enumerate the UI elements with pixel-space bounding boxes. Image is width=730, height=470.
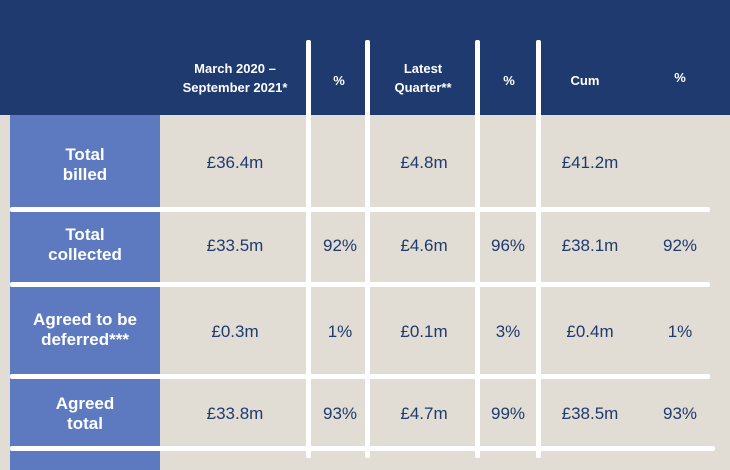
table-cell: £0.4m: [566, 322, 614, 341]
row-label-column: [10, 115, 160, 470]
row-divider: [10, 374, 710, 379]
table-cell: 3%: [495, 322, 521, 341]
header-cumulative: Cum: [570, 72, 600, 88]
column-divider: [475, 40, 480, 458]
row-divider: [10, 282, 710, 287]
row-label-total-collected: Total collected: [48, 225, 122, 264]
row-divider: [10, 207, 710, 212]
table-cell: [478, 115, 538, 210]
table-cell: 99%: [490, 404, 526, 423]
row-divider: [10, 446, 715, 451]
table-cell: £38.5m: [561, 404, 619, 423]
table-cell: £0.1m: [400, 322, 448, 341]
table-cell: £4.8m: [400, 152, 448, 172]
header-cumulative-percent: %: [674, 70, 686, 85]
table-cell: £41.2m: [561, 152, 619, 172]
table-cell: 96%: [490, 236, 526, 255]
table-cell: [310, 115, 370, 210]
table-cell: £36.4m: [206, 152, 264, 172]
column-divider: [306, 40, 311, 458]
column-divider: [536, 40, 541, 458]
header-latest-quarter-percent: %: [503, 72, 515, 88]
row-label-agreed-total: Agreed total: [55, 394, 115, 433]
table-cell: £33.8m: [206, 404, 264, 423]
row-label-agreed-deferred: Agreed to be deferred***: [33, 310, 137, 349]
table-cell: 1%: [667, 322, 693, 341]
column-divider: [365, 40, 370, 458]
table-cell: 1%: [327, 322, 353, 341]
table-cell: £4.6m: [400, 236, 448, 255]
table-cell: 92%: [662, 236, 698, 255]
table-cell: £4.7m: [400, 404, 448, 423]
table-cell: [640, 115, 720, 210]
table-cell: £38.1m: [561, 236, 619, 255]
row-label-total-billed: Total billed: [62, 145, 108, 184]
header-period: March 2020 – September 2021*: [182, 60, 288, 95]
table-cell: 93%: [322, 404, 358, 423]
table-cell: £0.3m: [211, 322, 259, 341]
header-period-percent: %: [333, 72, 345, 88]
table-cell: 93%: [662, 404, 698, 423]
header-latest-quarter: Latest Quarter**: [394, 60, 452, 95]
table-cell: 92%: [322, 236, 358, 255]
table-cell: £33.5m: [206, 236, 264, 255]
